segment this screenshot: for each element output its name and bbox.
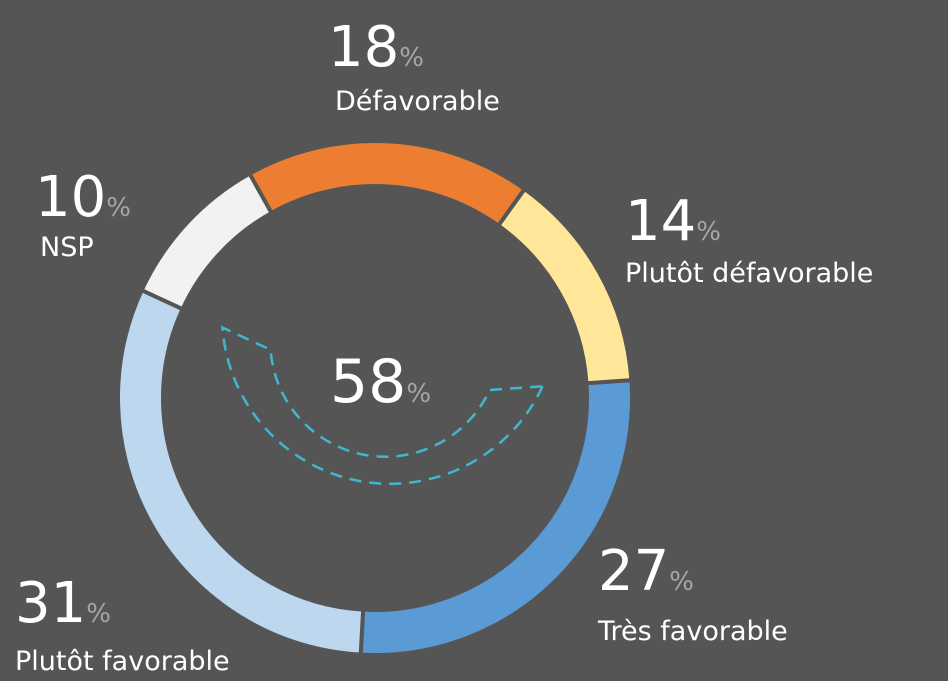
category-label: Défavorable	[335, 86, 500, 117]
donut-slice	[116, 287, 366, 657]
value-number: 18	[328, 15, 399, 80]
donut-slice	[139, 170, 275, 312]
value-unit: %	[106, 193, 131, 223]
value-unit: %	[669, 567, 694, 597]
value-label: 27%	[598, 539, 694, 604]
center-value: 58%	[330, 347, 431, 417]
value-number: 14	[625, 189, 696, 254]
value-label: 14%	[625, 189, 721, 254]
value-unit: %	[86, 599, 111, 629]
category-label: Plutôt défavorable	[625, 258, 873, 289]
value-unit: %	[696, 217, 721, 247]
value-label: 18%	[328, 15, 424, 80]
value-label: 10%	[35, 165, 131, 230]
value-number: 27	[598, 539, 669, 604]
donut-slice	[495, 186, 634, 386]
category-label: Plutôt favorable	[15, 646, 230, 677]
dashed-outline	[221, 325, 545, 486]
value-unit: %	[399, 43, 424, 73]
value-number: 10	[35, 165, 106, 230]
value-label: 31%	[15, 571, 111, 636]
donut-slice	[358, 377, 634, 657]
category-label: NSP	[40, 232, 94, 263]
donut-slice	[246, 139, 528, 229]
category-label: Très favorable	[597, 616, 788, 647]
value-number: 31	[15, 571, 86, 636]
